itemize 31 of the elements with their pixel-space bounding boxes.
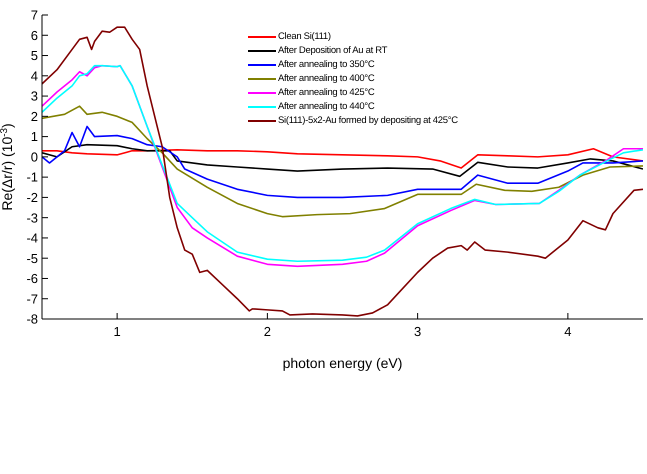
y-tick-label: 7 bbox=[30, 8, 38, 23]
y-tick-label: -6 bbox=[26, 271, 38, 286]
legend-label: Clean Si(111) bbox=[278, 30, 331, 44]
legend-label: After annealing to 350°C bbox=[278, 58, 374, 72]
x-tick-label: 4 bbox=[564, 324, 572, 340]
legend-label: After annealing to 400°C bbox=[278, 72, 374, 86]
y-tick-label: -7 bbox=[26, 291, 38, 306]
y-tick-label: 4 bbox=[30, 68, 38, 84]
y-tick-label: -2 bbox=[26, 190, 38, 206]
x-tick-label: 1 bbox=[114, 324, 121, 340]
line-series bbox=[42, 26, 643, 317]
y-tick-label: 3 bbox=[30, 88, 38, 104]
legend-label: After Deposition of Au at RT bbox=[278, 44, 388, 58]
legend-label: After annealing to 425°C bbox=[278, 86, 374, 100]
legend-label: Si(111)-5x2-Au formed by depositing at 425°C bbox=[278, 114, 458, 128]
y-tick-label: 5 bbox=[30, 48, 38, 64]
y-tick-label: -4 bbox=[26, 230, 38, 246]
y-tick-label: -8 bbox=[26, 312, 38, 327]
y-tick-label: 0 bbox=[30, 149, 38, 164]
y-tick-label: -1 bbox=[26, 170, 38, 185]
legend-label: After annealing to 440°C bbox=[278, 100, 374, 114]
y-tick-label: -3 bbox=[26, 210, 38, 226]
y-tick-label: 1 bbox=[30, 129, 38, 144]
x-axis-title: photon energy (eV) bbox=[282, 355, 402, 371]
x-tick-label: 2 bbox=[264, 324, 271, 340]
x-tick-label: 3 bbox=[414, 324, 422, 340]
line-series bbox=[42, 148, 643, 169]
y-tick-label: 2 bbox=[30, 108, 38, 124]
y-tick-label: 6 bbox=[30, 28, 38, 43]
line-series bbox=[42, 126, 643, 198]
y-tick-label: -5 bbox=[26, 250, 38, 266]
